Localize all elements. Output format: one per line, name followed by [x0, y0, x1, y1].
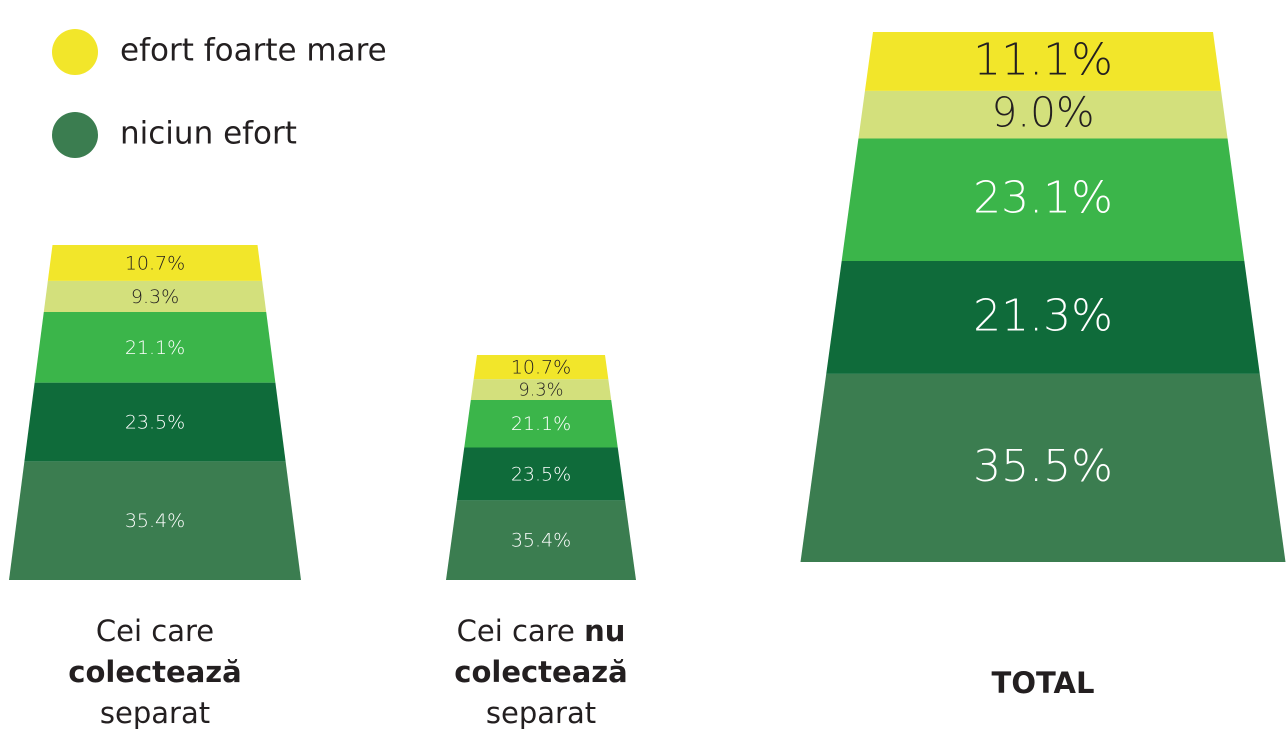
segment-label: 10.7% — [125, 252, 185, 274]
segment-label: 9.3% — [131, 286, 179, 308]
segment-label: 11.1% — [973, 34, 1113, 85]
legend-swatch — [52, 112, 98, 158]
segment-label: 21.1% — [511, 413, 571, 435]
bucket-segment — [470, 379, 612, 400]
bucket-segment — [864, 32, 1222, 91]
legend-label: niciun efort — [120, 116, 297, 152]
bucket-segment — [9, 461, 301, 580]
category-label: colectează — [68, 655, 241, 689]
category-label: separat — [486, 696, 596, 730]
bucket-segment — [24, 382, 286, 462]
bucket-segment — [446, 500, 636, 580]
segment-label: 10.7% — [511, 357, 571, 379]
category-label-part: colectează — [454, 655, 627, 689]
bucket-segment — [456, 447, 626, 501]
segment-label: 21.3% — [973, 290, 1113, 341]
segment-label: 9.0% — [992, 89, 1095, 137]
bucket-segment — [800, 373, 1286, 562]
segment-label: 23.5% — [125, 412, 185, 434]
category-label-part: nu — [584, 614, 625, 648]
category-label-part: separat — [100, 696, 210, 730]
category-label-part: TOTAL — [992, 666, 1095, 700]
category-label: separat — [100, 696, 210, 730]
bucket-segment — [473, 355, 609, 380]
segment-label: 35.5% — [973, 441, 1113, 492]
segment-label: 23.5% — [511, 463, 571, 485]
legend-label: efort foarte mare — [120, 33, 387, 69]
segment-label: 9.3% — [518, 380, 563, 401]
category-label: Cei care — [96, 614, 214, 648]
category-label-part: colectează — [68, 655, 241, 689]
category-label-part: separat — [486, 696, 596, 730]
bucket-segment — [47, 245, 263, 281]
segment-label: 21.1% — [125, 337, 185, 359]
segment-label: 23.1% — [973, 173, 1113, 224]
bucket-segment — [826, 260, 1260, 374]
legend-swatch — [52, 29, 98, 75]
bucket-segment — [43, 280, 267, 312]
segment-label: 35.4% — [511, 530, 571, 552]
category-label-part: Cei care — [96, 614, 214, 648]
bucket-segment — [858, 90, 1228, 139]
bucket-segment — [464, 400, 618, 448]
bucket-segment — [841, 138, 1245, 261]
category-label: TOTAL — [992, 666, 1095, 700]
segment-label: 35.4% — [125, 510, 185, 532]
category-label: Cei care nu — [457, 614, 626, 648]
category-label-part: Cei care — [457, 614, 584, 648]
category-label: colectează — [454, 655, 627, 689]
bucket-segment — [34, 312, 276, 383]
